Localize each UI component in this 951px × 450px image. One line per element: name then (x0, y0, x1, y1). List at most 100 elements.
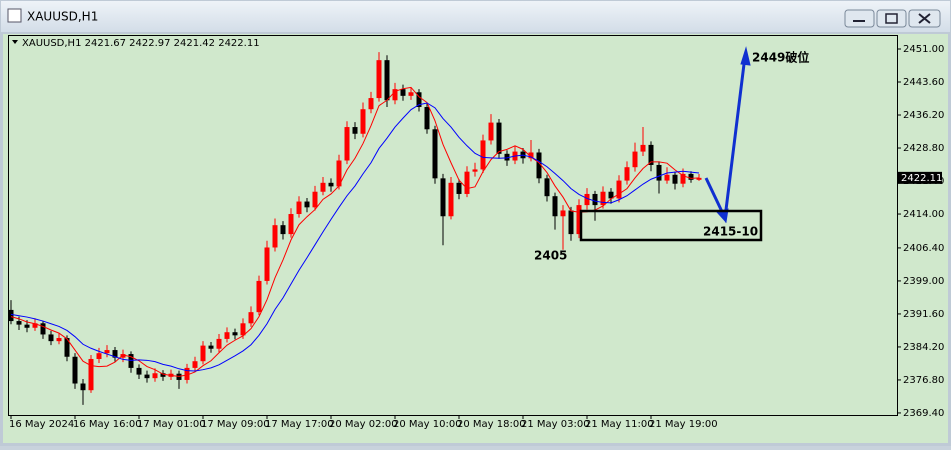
candle-body (672, 174, 678, 184)
candle-body (64, 338, 70, 357)
chart-info: XAUUSD,H1 2421.67 2422.97 2421.42 2422.1… (22, 38, 260, 49)
candle-body (344, 127, 350, 161)
candle-body (8, 309, 14, 322)
restore-button[interactable] (876, 9, 907, 28)
candle-body (216, 338, 222, 349)
candle-body (24, 324, 30, 328)
candle-body (408, 92, 414, 96)
x-tick-label: 17 May 09:00 (201, 419, 270, 430)
x-tick-label: 17 May 01:00 (137, 419, 206, 430)
candle-body (264, 247, 270, 281)
candle-body (392, 89, 398, 101)
x-tick-label: 20 May 02:00 (329, 419, 398, 430)
candle-body (224, 332, 230, 339)
candle-body (680, 173, 686, 184)
x-tick-label: 16 May 16:00 (73, 419, 142, 430)
candle-body (80, 383, 86, 391)
candle-body (184, 367, 190, 380)
candle-body (48, 334, 54, 342)
candle-body (696, 177, 702, 180)
candle-body (384, 60, 390, 101)
candle-body (192, 361, 198, 368)
candle-body (320, 182, 326, 192)
candle-body (504, 153, 510, 161)
candle-body (632, 151, 638, 168)
candle-body (352, 127, 358, 134)
x-tick-label: 21 May 03:00 (521, 419, 590, 430)
minimize-button[interactable] (844, 9, 875, 28)
plot: 2451.002443.602436.202428.802421.402414.… (8, 44, 944, 430)
candle-body (544, 178, 550, 197)
candle-body (232, 332, 238, 336)
y-tick-label: 2376.80 (903, 375, 944, 386)
candle-body (160, 373, 166, 377)
plot-frame (8, 35, 898, 416)
arrow-head-up (740, 46, 751, 66)
candle-body (424, 106, 430, 130)
candle-body (640, 144, 646, 152)
y-tick-label: 2443.60 (903, 77, 944, 88)
candle-body (648, 144, 654, 165)
y-tick-label: 2399.00 (903, 276, 944, 287)
candle-body (272, 225, 278, 248)
candle-body (128, 354, 134, 368)
candle-body (376, 60, 382, 99)
candle-body (368, 98, 374, 110)
support-box (579, 209, 763, 242)
x-tick-label: 16 May 2024 (9, 419, 74, 430)
candle-body (688, 173, 694, 180)
y-tick-label: 2391.60 (903, 309, 944, 320)
candle-body (296, 201, 302, 215)
y-tick-label: 2428.80 (903, 143, 944, 154)
candle-body (496, 122, 502, 154)
candle-body (432, 129, 438, 179)
candle-body (400, 89, 406, 96)
annotation: 2405 (534, 249, 567, 263)
candle-body (152, 373, 158, 379)
candle-body (256, 280, 262, 313)
moving-average (10, 102, 700, 372)
candle-body (584, 193, 590, 206)
candle-body (448, 182, 454, 217)
last-price-label: 2422.11 (901, 173, 942, 184)
candle-body (440, 178, 446, 217)
candle-body (560, 210, 566, 217)
close-icon (918, 13, 931, 24)
x-tick-label: 20 May 18:00 (457, 419, 526, 430)
candle-body (136, 367, 142, 375)
candle-body (104, 350, 110, 354)
candle-body (304, 201, 310, 208)
x-tick-label: 21 May 11:00 (585, 419, 654, 430)
y-tick-label: 2414.00 (903, 209, 944, 220)
candle-body (336, 160, 342, 187)
candle-body (656, 164, 662, 181)
x-tick-label: 17 May 17:00 (265, 419, 334, 430)
candle-body (608, 191, 614, 199)
x-tick-label: 21 May 19:00 (649, 419, 718, 430)
candle-body (280, 225, 286, 235)
chart-background (3, 34, 948, 443)
candle-body (312, 191, 318, 208)
candle-body (416, 92, 422, 107)
window-icon (7, 8, 22, 23)
candle-body (576, 205, 582, 235)
candle-body (72, 356, 78, 384)
candle-body (16, 321, 22, 325)
candle-body (328, 182, 334, 187)
restore-icon (885, 13, 898, 24)
title-bar (1, 1, 950, 32)
candle-body (88, 358, 94, 391)
candle-body (112, 350, 118, 358)
candle-body (568, 210, 574, 235)
candle-body (624, 167, 630, 181)
candle-body (472, 169, 478, 172)
candle-body (288, 214, 294, 235)
candle-body (360, 109, 366, 134)
candle-body (528, 152, 534, 159)
y-tick-label: 2451.00 (903, 44, 944, 55)
candle-body (464, 171, 470, 194)
candle-body (592, 193, 598, 206)
window-title: XAUUSD,H1 (27, 10, 98, 24)
